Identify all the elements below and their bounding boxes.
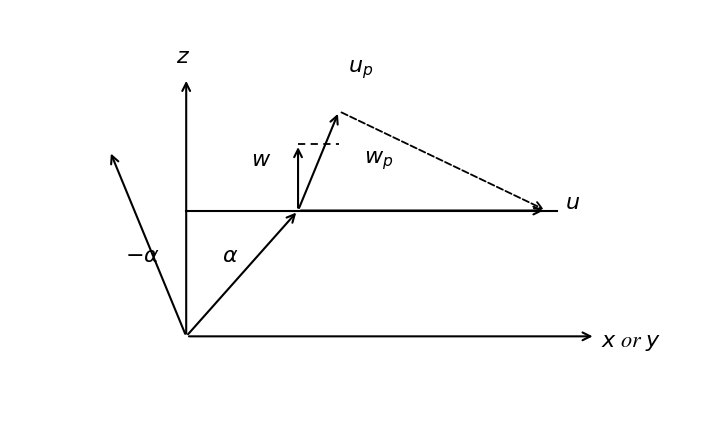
Text: $w$: $w$ — [251, 150, 271, 171]
Text: $u$: $u$ — [565, 194, 581, 215]
Text: $x$ or $y$: $x$ or $y$ — [601, 332, 661, 353]
Text: $z$: $z$ — [177, 47, 191, 68]
Text: $u_p$: $u_p$ — [348, 58, 373, 81]
Text: $w_p$: $w_p$ — [363, 150, 393, 172]
Text: $-\alpha$: $-\alpha$ — [125, 246, 160, 267]
Text: $\alpha$: $\alpha$ — [222, 246, 238, 267]
